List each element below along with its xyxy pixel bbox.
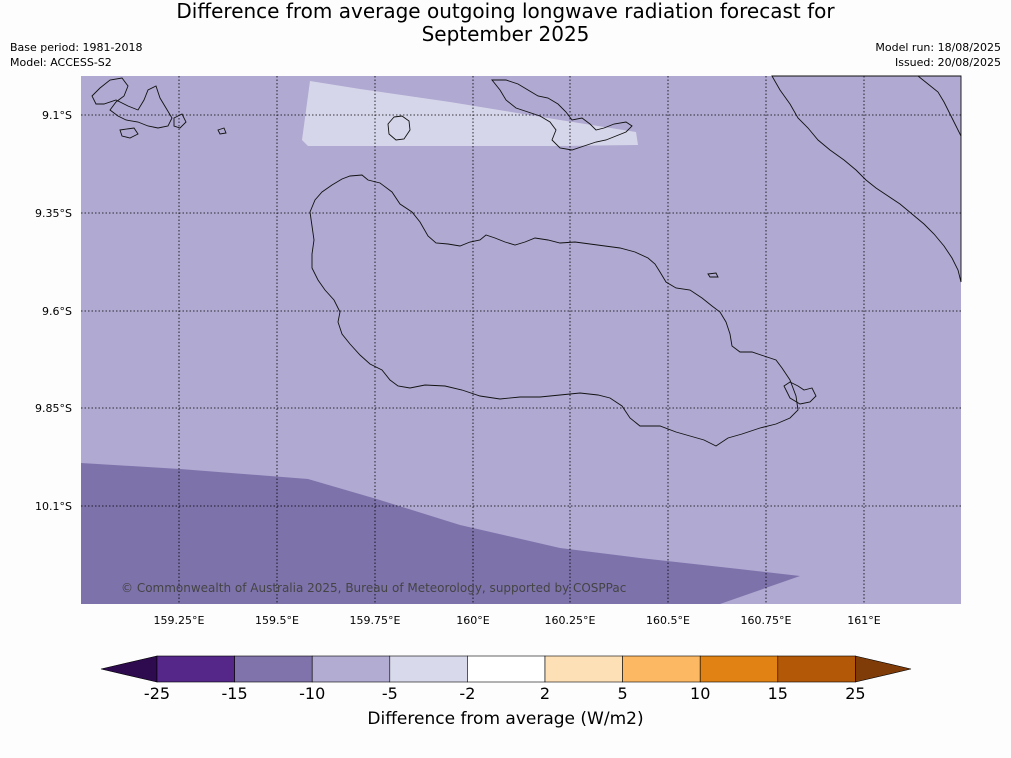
lon-tick-label: 159.75°E bbox=[350, 614, 401, 627]
colorbar-box bbox=[311, 655, 391, 683]
lat-tick-labels: 9.1°S 9.35°S 9.6°S 9.85°S 10.1°S bbox=[35, 109, 72, 513]
coastline-savo-island bbox=[387, 115, 411, 141]
meta-right: Model run: 18/08/2025 Issued: 20/08/2025 bbox=[875, 40, 1001, 70]
lon-tick-labels: 159.25°E 159.5°E 159.75°E 160°E 160.25°E… bbox=[154, 614, 881, 627]
area-minus-15-to-minus-10 bbox=[81, 463, 800, 604]
coastline-malaita-north bbox=[917, 75, 962, 137]
lat-tick-label: 9.85°S bbox=[35, 402, 72, 415]
lon-tick-label: 161°E bbox=[847, 614, 880, 627]
coastline-guadalcanal bbox=[309, 174, 799, 447]
coastline-malaita bbox=[771, 75, 962, 283]
colorbar-ticks: -25 -15 -10 -5 -2 2 5 10 15 25 bbox=[144, 684, 866, 703]
colorbar-tick-label: -25 bbox=[144, 684, 170, 703]
copyright-text: © Commonwealth of Australia 2025, Bureau… bbox=[121, 581, 626, 595]
coastline-florida-islands bbox=[491, 79, 633, 151]
lon-tick-label: 160°E bbox=[456, 614, 489, 627]
coastline-small-islet-west-3 bbox=[173, 113, 187, 129]
colorbar-box bbox=[234, 655, 313, 683]
colorbar-tick-label: -15 bbox=[222, 684, 248, 703]
lat-tick-label: 9.35°S bbox=[35, 207, 72, 220]
lon-tick-label: 160.5°E bbox=[646, 614, 690, 627]
model-name: Model: ACCESS-S2 bbox=[10, 56, 112, 69]
lon-tick-label: 159.25°E bbox=[154, 614, 205, 627]
coastlines bbox=[91, 75, 962, 447]
colorbar: -25 -15 -10 -5 -2 2 5 10 15 25 bbox=[100, 655, 912, 703]
lon-tick-label: 159.5°E bbox=[255, 614, 299, 627]
area-minus-5-to-minus-2 bbox=[302, 81, 638, 146]
title-line-1: Difference from average outgoing longwav… bbox=[176, 0, 835, 23]
colorbar-label: Difference from average (W/m2) bbox=[367, 709, 644, 729]
lon-tick-label: 160.25°E bbox=[545, 614, 596, 627]
base-period: Base period: 1981-2018 bbox=[10, 41, 143, 54]
colorbar-over-triangle bbox=[855, 655, 912, 683]
colorbar-tick-label: 2 bbox=[540, 684, 550, 703]
title-line-2: September 2025 bbox=[421, 22, 590, 46]
coastline-russell-islands bbox=[91, 77, 173, 129]
chart-title: Difference from average outgoing longwav… bbox=[0, 0, 1011, 46]
colorbar-box bbox=[622, 655, 701, 683]
colorbar-under-triangle bbox=[100, 655, 158, 683]
colorbar-tick-label: 25 bbox=[845, 684, 865, 703]
issued-date: Issued: 20/08/2025 bbox=[894, 56, 1001, 69]
colorbar-tick-label: 5 bbox=[618, 684, 628, 703]
colorbar-tick-label: -2 bbox=[459, 684, 475, 703]
coastline-small-islet-west bbox=[119, 127, 139, 139]
colorbar-box bbox=[544, 655, 623, 683]
colorbar-tick-label: -5 bbox=[382, 684, 398, 703]
colorbar-tick-label: -10 bbox=[299, 684, 325, 703]
colorbar-box bbox=[389, 655, 468, 683]
coastline-small-islet-west-2 bbox=[217, 127, 227, 135]
colorbar-tick-label: 10 bbox=[690, 684, 710, 703]
lat-tick-label: 9.1°S bbox=[42, 109, 72, 122]
colorbar-tick-label: 15 bbox=[768, 684, 788, 703]
colorbar-boxes bbox=[100, 655, 912, 683]
coastline-small-islet bbox=[707, 272, 719, 278]
colorbar-box bbox=[156, 655, 235, 683]
colorbar-box bbox=[699, 655, 779, 683]
coastline-marau-islets bbox=[783, 381, 817, 405]
gridlines bbox=[81, 76, 961, 604]
colorbar-box bbox=[777, 655, 856, 683]
lon-tick-label: 160.75°E bbox=[741, 614, 792, 627]
map: © Commonwealth of Australia 2025, Bureau… bbox=[35, 75, 962, 627]
colorbar-box bbox=[467, 655, 546, 683]
lat-tick-label: 9.6°S bbox=[42, 305, 72, 318]
model-run: Model run: 18/08/2025 bbox=[875, 41, 1001, 54]
meta-left: Base period: 1981-2018 Model: ACCESS-S2 bbox=[10, 40, 142, 70]
lat-tick-label: 10.1°S bbox=[35, 500, 72, 513]
